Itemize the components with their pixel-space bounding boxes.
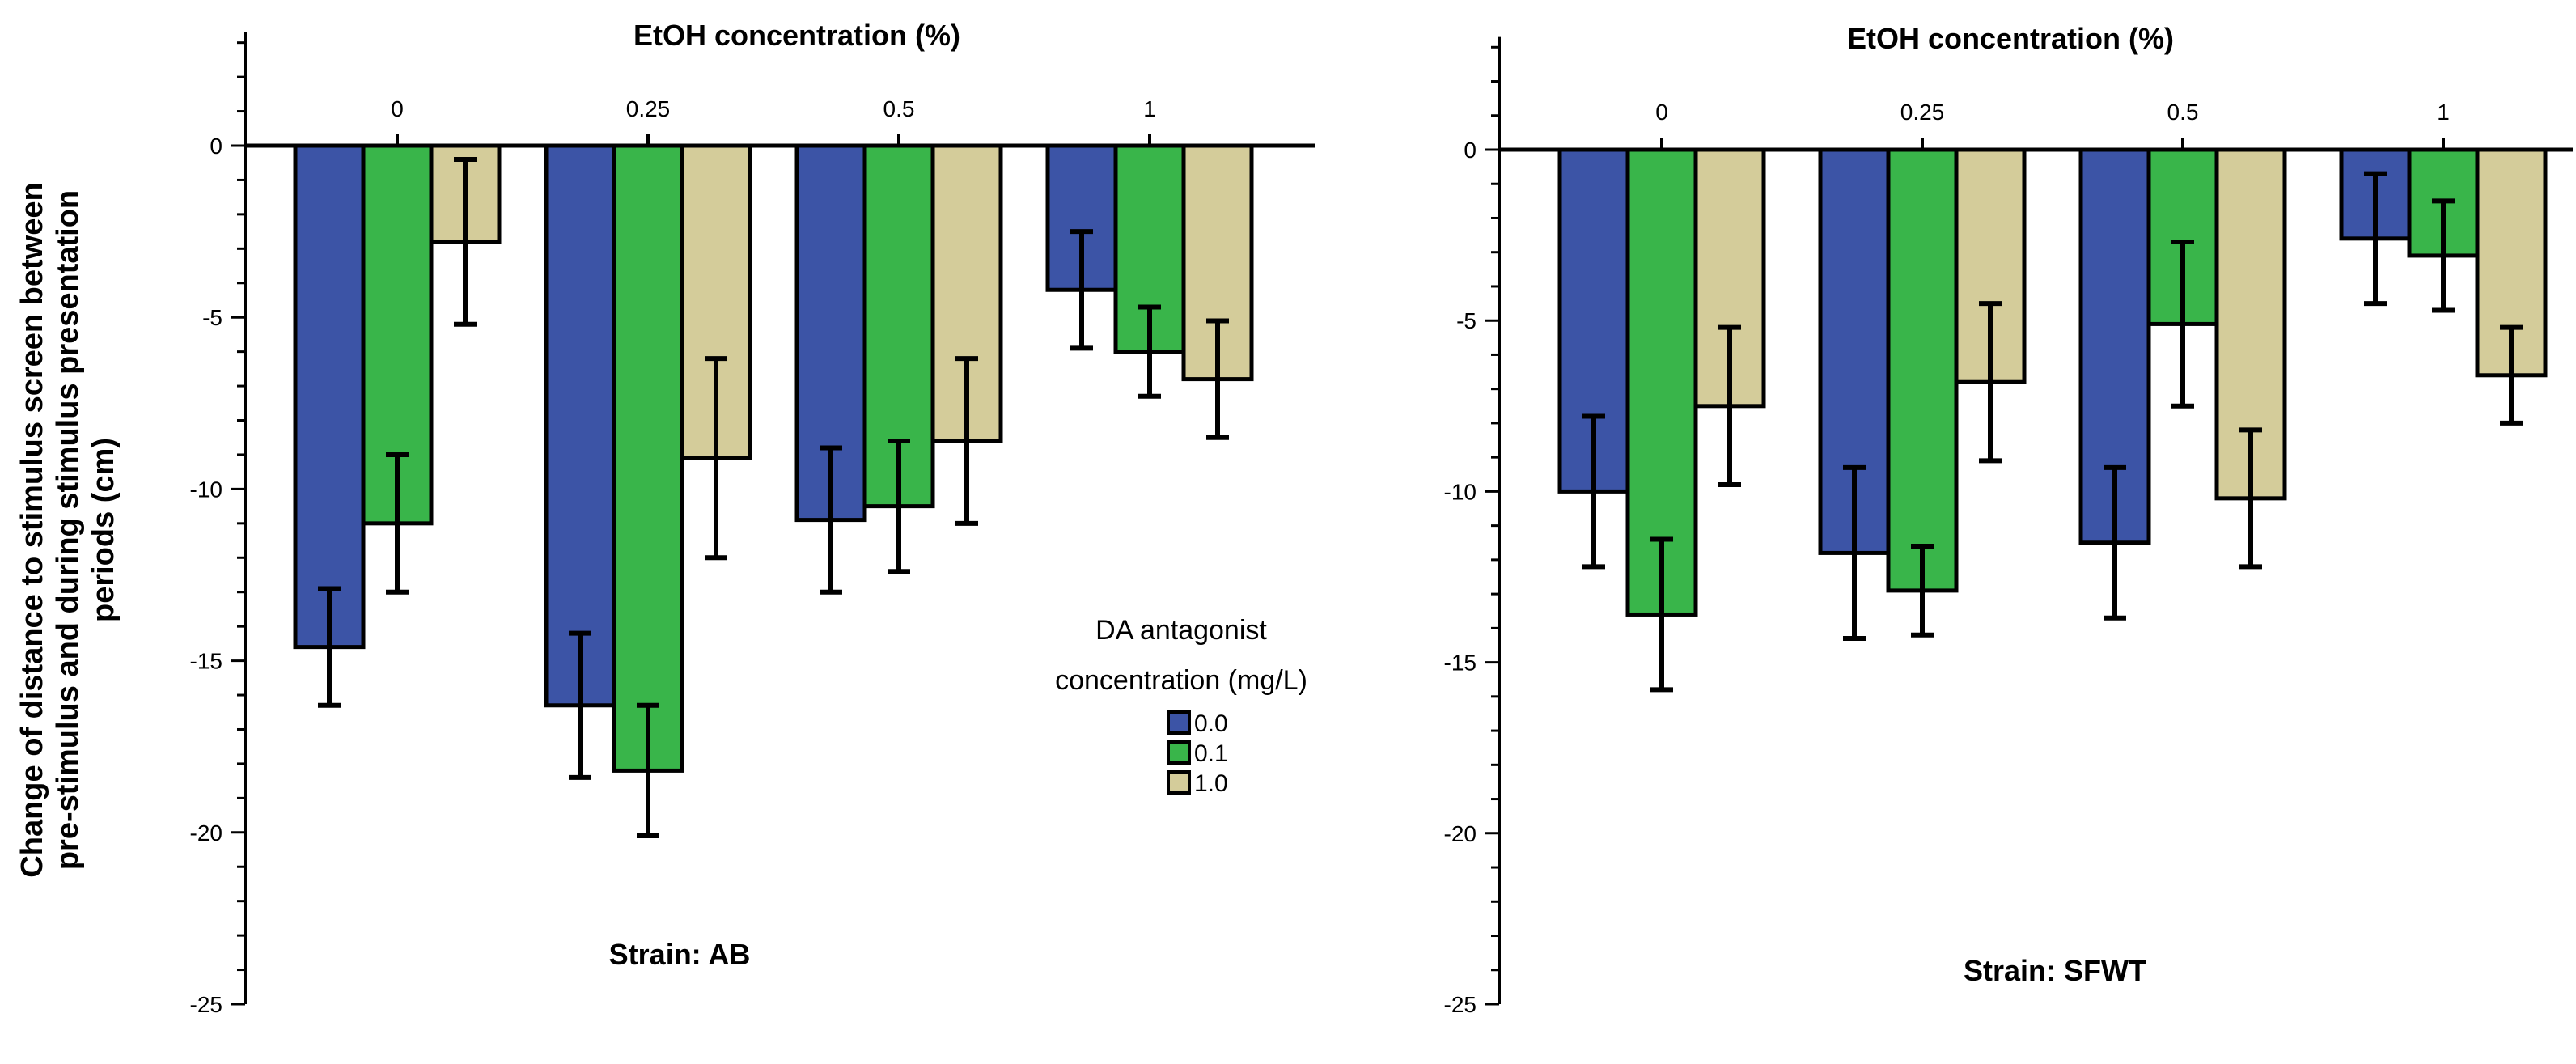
y-tick-label: -15 <box>190 649 222 674</box>
error-bar-0.0-cat-1 <box>2364 171 2387 307</box>
panel-strain-ab: EtOH concentration (%) Strain: AB 0 0.25 0… <box>190 19 1315 1017</box>
legend-swatch-2 <box>1167 770 1191 795</box>
legend-label-0: 0.0 <box>1194 710 1228 737</box>
bar-0.0-cat-0.25 <box>544 143 616 708</box>
y-axis-label-line-1: Change of distance to stimulus screen be… <box>15 182 49 877</box>
error-bar-0.0-cat-0 <box>318 586 341 708</box>
y-axis-label: Change of distance to stimulus screen be… <box>15 182 121 877</box>
category-label: 0.5 <box>883 96 915 121</box>
error-bar-1.0-cat-0.25 <box>1979 301 2002 464</box>
y-tick-label: -10 <box>190 477 222 502</box>
error-bar-0.1-cat-0.5 <box>888 438 910 574</box>
error-bar-0.1-cat-1 <box>1138 304 1161 399</box>
legend-label-2: 1.0 <box>1194 770 1228 797</box>
panel-strain-sfwt: EtOH concentration (%) Strain: SFWT 0 0.2… <box>1444 22 2573 1017</box>
axes-layer: 0 0.25 0.5 1 0 -5 -10 -15 -20 -25 <box>190 32 1315 1017</box>
error-bar-0.0-cat-0.5 <box>820 445 842 595</box>
y-tick-label: -20 <box>190 820 222 846</box>
error-bar-0.0-cat-0 <box>1582 413 1605 570</box>
y-tick-label: -20 <box>1444 821 1477 846</box>
legend: DA antagonist concentration (mg/L) 0.0 0… <box>1055 615 1307 797</box>
y-tick-label: 0 <box>210 134 222 159</box>
y-tick-label: -5 <box>1456 308 1477 333</box>
category-label: 0 <box>391 96 404 121</box>
category-label: 0 <box>1655 100 1668 125</box>
error-bar-0.0-cat-0.25 <box>569 630 591 780</box>
legend-swatch-0 <box>1167 710 1191 735</box>
error-bar-0.1-cat-0.25 <box>1911 543 1934 638</box>
strain-label: Strain: SFWT <box>1964 954 2146 987</box>
error-bar-1.0-cat-1 <box>2500 324 2523 426</box>
y-tick-label: -25 <box>190 992 222 1017</box>
error-bar-1.0-cat-0.5 <box>2239 427 2262 570</box>
bars-layer <box>293 143 1254 839</box>
category-label: 1 <box>1143 96 1156 121</box>
error-bar-1.0-cat-0 <box>1718 324 1741 487</box>
bar-0.1-cat-0.25 <box>612 143 684 773</box>
y-tick-label: 0 <box>1464 138 1477 163</box>
legend-title-line-2: concentration (mg/L) <box>1055 665 1307 696</box>
error-bar-0.1-cat-0 <box>386 451 409 595</box>
error-bar-0.1-cat-0.25 <box>637 702 659 839</box>
error-bar-1.0-cat-0.5 <box>955 356 978 526</box>
legend-label-1: 0.1 <box>1194 740 1228 767</box>
error-bar-1.0-cat-0 <box>454 156 477 327</box>
error-bar-0.0-cat-0.25 <box>1843 464 1866 642</box>
error-bar-0.0-cat-0.5 <box>2104 464 2126 621</box>
legend-title-line-1: DA antagonist <box>1095 615 1267 646</box>
error-bar-0.1-cat-0 <box>1650 536 1673 693</box>
error-bar-1.0-cat-0.25 <box>705 356 727 561</box>
y-tick-label: -10 <box>1444 479 1477 504</box>
bars-layer <box>1557 147 2548 693</box>
legend-swatch-1 <box>1167 740 1191 765</box>
y-axis-label-line-2: pre-stimulus and during stimulus present… <box>51 190 85 870</box>
category-label: 0.25 <box>626 96 671 121</box>
panel-title: EtOH concentration (%) <box>633 19 960 52</box>
bar-0.1-cat-0.25 <box>1886 147 1959 593</box>
error-bar-0.1-cat-1 <box>2432 198 2455 313</box>
error-bar-1.0-cat-1 <box>1206 318 1229 440</box>
category-label: 0.25 <box>1900 100 1945 125</box>
category-label: 0.5 <box>2167 100 2199 125</box>
y-tick-label: -5 <box>202 305 222 330</box>
bar-0.0-cat-0 <box>293 143 366 650</box>
error-bar-0.1-cat-0.5 <box>2171 240 2194 409</box>
y-axis-label-line-3: periods (cm) <box>87 438 121 622</box>
panel-title: EtOH concentration (%) <box>1847 22 2174 55</box>
strain-label: Strain: AB <box>609 938 751 971</box>
category-label: 1 <box>2437 100 2450 125</box>
y-tick-label: -25 <box>1444 992 1477 1017</box>
axes-layer: 0 0.25 0.5 1 0 -5 -10 -15 -20 -25 <box>1444 36 2573 1017</box>
y-tick-label: -15 <box>1444 651 1477 676</box>
error-bar-0.0-cat-1 <box>1070 229 1093 351</box>
